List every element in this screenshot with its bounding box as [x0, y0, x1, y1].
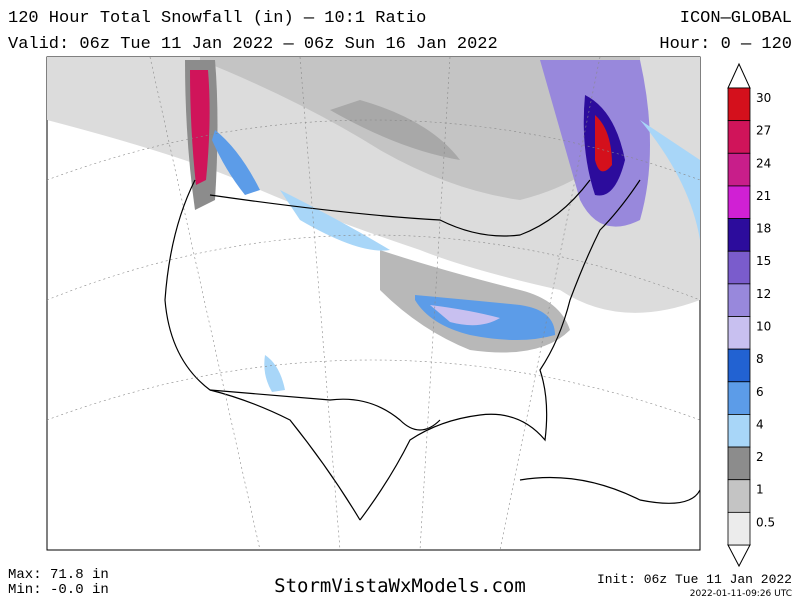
snow-area	[264, 355, 285, 392]
min-value: Min: -0.0 in	[8, 582, 109, 598]
colorbar-label: 8	[756, 352, 764, 366]
colorbar-label: 21	[756, 189, 771, 203]
colorbar-swatch	[727, 152, 751, 187]
colorbar-swatch	[727, 446, 751, 481]
colorbar-label: 15	[756, 254, 771, 268]
colorbar-swatch	[727, 283, 751, 317]
colorbar-label: 2	[756, 450, 764, 464]
colorbar-label: 27	[756, 124, 771, 138]
colorbar-swatch	[727, 120, 751, 154]
snow-area	[212, 130, 260, 195]
snow-area	[330, 100, 460, 160]
colorbar-label: 12	[756, 287, 771, 301]
colorbar-top-arrow	[727, 62, 751, 89]
colorbar-label: 24	[756, 156, 771, 170]
colorbar-label: 6	[756, 385, 764, 399]
site-name: StormVistaWxModels.com	[274, 575, 526, 597]
init-time: Init: 06z Tue 11 Jan 2022	[597, 572, 792, 587]
colorbar-label: 10	[756, 320, 771, 334]
colorbar-swatch	[727, 479, 751, 513]
model-name: ICON—GLOBAL	[680, 9, 792, 28]
coastline	[164, 179, 641, 521]
colorbar-label: 1	[756, 483, 764, 497]
snow-area	[430, 305, 500, 326]
colorbar-swatch	[727, 381, 751, 415]
title: 120 Hour Total Snowfall (in) — 10:1 Rati…	[8, 9, 426, 28]
colorbar-swatch	[727, 511, 751, 546]
colorbar-label: 18	[756, 222, 771, 236]
colorbar-label: 4	[756, 417, 764, 431]
islands	[519, 476, 700, 504]
snowfall-field	[47, 57, 700, 392]
snow-area	[280, 190, 390, 251]
valid-time: Valid: 06z Tue 11 Jan 2022 — 06z Sun 16 …	[8, 35, 498, 54]
colorbar-swatch	[727, 414, 751, 448]
max-value: Max: 71.8 in	[8, 567, 109, 583]
snow-area	[595, 115, 612, 172]
colorbar-label: 0.5	[756, 515, 775, 529]
graticule	[47, 57, 700, 550]
border	[209, 389, 441, 431]
snow-area	[190, 70, 210, 185]
map	[46, 56, 701, 551]
border	[209, 179, 591, 237]
boundaries	[164, 179, 700, 521]
colorbar-swatch	[727, 250, 751, 285]
colorbar-swatch	[727, 218, 751, 252]
colorbar-swatch	[727, 185, 751, 219]
colorbar-label: 30	[756, 91, 771, 105]
forecast-hours: Hour: 0 — 120	[659, 35, 792, 54]
snow-area	[640, 120, 700, 240]
timestamp: 2022-01-11-09:26 UTC	[690, 589, 792, 599]
colorbar-swatch	[727, 87, 751, 122]
colorbar-swatch	[727, 348, 751, 383]
colorbar-swatch	[727, 316, 751, 350]
colorbar-bottom-arrow	[727, 544, 751, 568]
